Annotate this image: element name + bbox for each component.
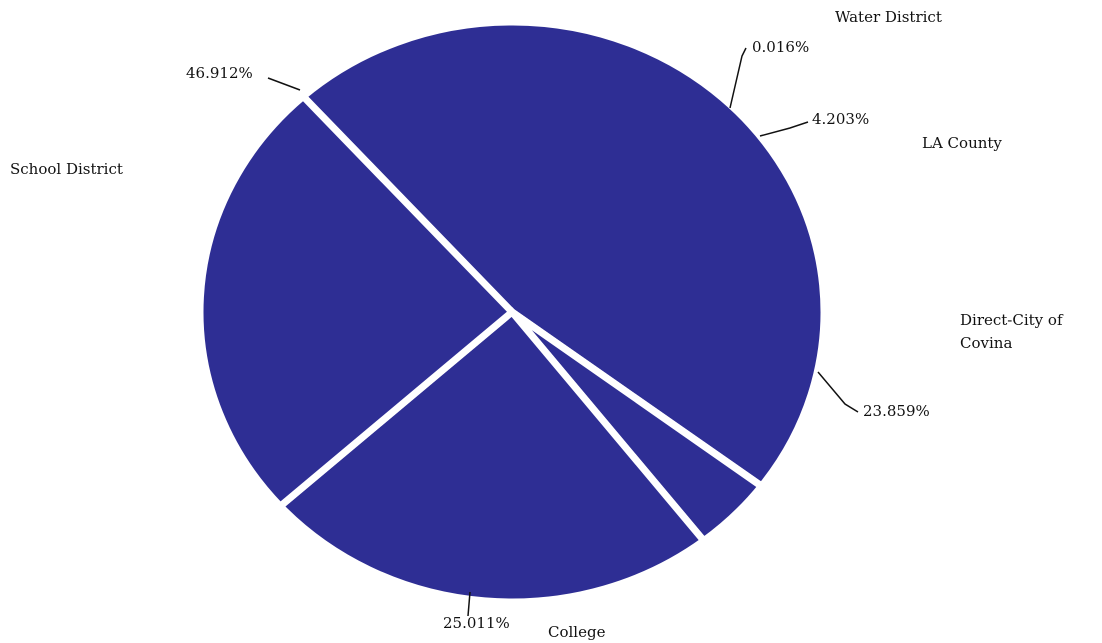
label-college: College xyxy=(548,623,606,641)
leader-line-county xyxy=(759,121,809,137)
value-school-district: 46.912% xyxy=(186,64,253,82)
pie-slices xyxy=(196,18,828,606)
leader-line-city xyxy=(817,371,859,413)
label-la-county: LA County xyxy=(922,134,1002,152)
leader-line-college xyxy=(467,591,471,617)
value-water-district: 0.016% xyxy=(752,38,809,56)
slice-city xyxy=(275,307,709,606)
label-water-district: Water District xyxy=(835,8,942,26)
leader-line-school xyxy=(267,77,301,91)
leader-lines xyxy=(267,47,859,617)
slice-school xyxy=(298,18,828,491)
leader-line-water xyxy=(729,47,747,109)
value-city-of-covina: 23.859% xyxy=(863,402,930,420)
label-city-of-covina: Direct-City of Covina xyxy=(960,311,1064,352)
value-college: 25.011% xyxy=(443,614,510,632)
slice-college xyxy=(196,91,518,511)
label-school-district: School District xyxy=(10,160,123,178)
value-la-county: 4.203% xyxy=(812,110,869,128)
